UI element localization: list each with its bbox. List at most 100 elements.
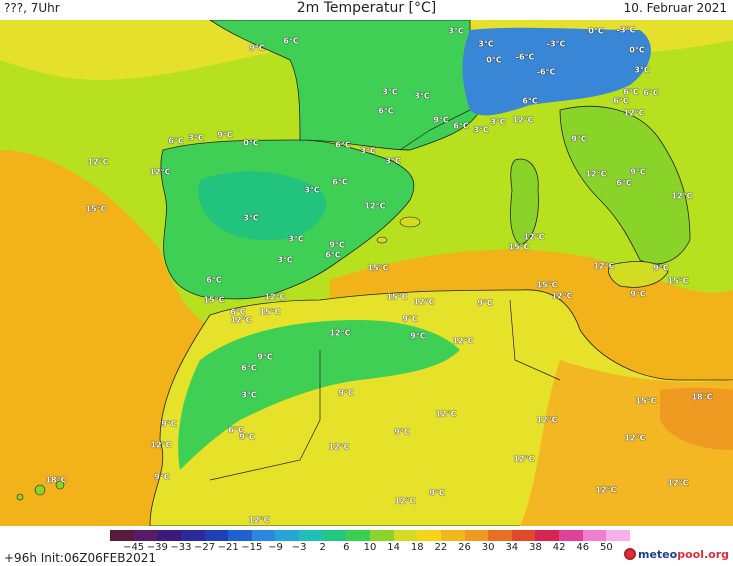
temperature-label: 6°C <box>378 106 394 116</box>
temperature-label: 6°C <box>230 307 246 317</box>
colorbar-segment <box>582 530 607 541</box>
temperature-label: 12°C <box>551 291 573 301</box>
colorbar-tick-label: 2 <box>319 542 326 553</box>
temperature-label: 6°C <box>616 178 632 188</box>
temperature-label: 9°C <box>249 43 265 53</box>
map-title: 2m Temperatur [°C] <box>296 0 437 16</box>
colorbar-segment <box>322 530 347 541</box>
colorbar-segment <box>393 530 418 541</box>
colorbar-segment <box>440 530 466 541</box>
sahara-hot <box>660 387 733 450</box>
colorbar-tick-label: −27 <box>193 542 216 553</box>
temperature-label: 12°C <box>585 169 607 179</box>
temperature-label: -3°C <box>616 25 636 35</box>
temperature-label: 9°C <box>433 115 449 125</box>
temperature-label: 9°C <box>477 298 493 308</box>
colorbar-tick-label: 34 <box>505 542 519 553</box>
colorbar-tick-label: 42 <box>552 542 566 553</box>
temperature-label: 9°C <box>161 419 177 429</box>
temperature-label: 12°C <box>595 485 617 495</box>
temperature-label: 9°C <box>154 472 170 482</box>
colorbar-segment <box>299 530 324 541</box>
temperature-label: 6°C <box>283 36 299 46</box>
temperature-label: 12°C <box>364 201 386 211</box>
temperature-label: 15°C <box>85 204 107 214</box>
colorbar-segment <box>228 530 253 541</box>
temperature-label: 9°C <box>217 130 233 140</box>
colorbar-segment <box>559 530 584 541</box>
colorbar-segment <box>157 530 182 541</box>
temperature-label: 12°C <box>87 157 109 167</box>
temperature-label: 9°C <box>630 289 646 299</box>
alps-cold <box>462 27 651 116</box>
meteopool-logo: meteo pool.org <box>624 546 729 562</box>
temperature-label: 9°C <box>402 314 418 324</box>
temperature-label: 18°C <box>691 392 713 402</box>
temperature-label: 15°C <box>635 396 657 406</box>
colorbar-tick-label: 26 <box>458 542 471 553</box>
temperature-label: -3°C <box>546 39 566 49</box>
temperature-label: 3°C <box>382 87 398 97</box>
logo-text-pool: pool.org <box>677 547 729 561</box>
footer: −45 −39 −33 −27 −21 −15 −9 −3 2 6 10 14 18 22 26 30 34 38… <box>0 526 733 566</box>
temperature-label: 3°C <box>304 185 320 195</box>
temperature-label: 12°C <box>248 515 270 525</box>
temperature-label: 15°C <box>386 292 408 302</box>
colorbar-tick-label: 38 <box>529 542 542 553</box>
temperature-label: 12°C <box>536 415 558 425</box>
temperature-label: 3°C <box>634 65 650 75</box>
temperature-label: 3°C <box>277 255 293 265</box>
temperature-label: 9°C <box>338 388 354 398</box>
temperature-label: -6°C <box>536 67 556 77</box>
colorbar-tick-label: −33 <box>170 542 192 553</box>
colorbar-segment <box>417 530 442 541</box>
temperature-label: 12°C <box>435 409 457 419</box>
colorbar-segment <box>535 530 560 541</box>
colorbar-segment <box>346 530 371 541</box>
colorbar-segment <box>204 530 229 541</box>
colorbar-segment <box>251 530 276 541</box>
border-line <box>509 299 561 381</box>
balearic-island <box>376 236 388 244</box>
colorbar-tick-label: −9 <box>268 542 283 553</box>
temperature-label: 12°C <box>230 315 252 325</box>
header: ???, 7Uhr 2m Temperatur [°C] 10. Februar… <box>0 0 733 20</box>
temperature-label: 6°C <box>522 96 538 106</box>
temperature-label: 9°C <box>571 134 587 144</box>
temperature-label: 12°C <box>512 115 534 125</box>
temperature-label: 12°C <box>150 440 172 450</box>
colorbar-segment <box>180 530 206 541</box>
temperature-label: 12°C <box>671 191 693 201</box>
temperature-label: 12°C <box>624 433 646 443</box>
canary-island <box>16 493 24 501</box>
temperature-label: 15°C <box>508 242 530 252</box>
temperature-label: 0°C <box>588 26 604 36</box>
colorbar-segment <box>275 530 300 541</box>
temperature-label: 12°C <box>413 297 435 307</box>
temperature-label: 9°C <box>410 331 426 341</box>
colorbar-tick-label: 50 <box>599 542 613 553</box>
colorbar-tick-label: −21 <box>217 542 239 553</box>
colorbar-tick-label: −15 <box>241 542 263 553</box>
temperature-label: 3°C <box>243 213 259 223</box>
border-line <box>209 350 321 481</box>
canary-island <box>34 484 46 496</box>
temperature-map: 9°C 6°C 3°C 3°C -3°C 0°C -3°C 0°C -6°C -6°C 3°C 0°C… <box>0 20 733 526</box>
colorbar-tick-label: 18 <box>410 542 424 553</box>
temperature-label: 3°C <box>385 156 401 166</box>
temperature-label: 12°C <box>149 167 171 177</box>
colorbar-tick-label: −3 <box>291 542 307 553</box>
temperature-label: 12°C <box>523 232 545 242</box>
sicily <box>608 261 669 288</box>
temperature-label: 6°C <box>168 136 184 146</box>
temperature-label: 12°C <box>264 292 286 302</box>
temperature-label: 18°C <box>45 475 67 485</box>
colorbar-segment <box>133 530 158 541</box>
atlas-cold <box>178 320 460 470</box>
temperature-label: 12°C <box>328 442 350 452</box>
temperature-label: 3°C <box>288 234 304 244</box>
temperature-label: 6°C <box>335 140 351 150</box>
temperature-label: 6°C <box>241 363 257 373</box>
temperature-label: 6°C <box>643 88 659 98</box>
temperature-label: 15°C <box>367 263 389 273</box>
